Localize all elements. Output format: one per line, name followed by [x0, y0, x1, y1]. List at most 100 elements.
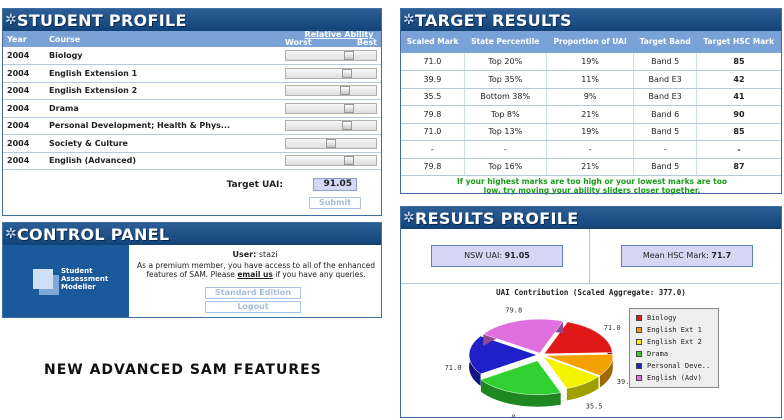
- results-cell: Band 6: [633, 105, 697, 124]
- results-column-header: State Percentile: [464, 31, 547, 53]
- pie-data-label: 39.9: [617, 378, 634, 386]
- target-uai-row: Target UAI: 91.05: [3, 177, 381, 193]
- submit-button[interactable]: Submit: [309, 197, 361, 209]
- legend-swatch: [636, 351, 642, 357]
- course-name: Biology: [45, 47, 281, 65]
- results-cell: Top 16%: [464, 158, 547, 176]
- pie-slice: [542, 356, 600, 389]
- results-cell: Band E3: [633, 88, 697, 106]
- slider-thumb[interactable]: [342, 121, 352, 131]
- nsw-uai-label: NSW UAI:: [464, 251, 503, 260]
- ability-slider[interactable]: [285, 102, 377, 114]
- ability-cell: [281, 64, 381, 83]
- standard-edition-button[interactable]: Standard Edition: [205, 287, 301, 299]
- logo-squares-icon: [33, 269, 53, 289]
- results-cell: Bottom 38%: [464, 88, 547, 106]
- results-row: 71.0 Top 13% 19% Band 5 85: [401, 123, 781, 141]
- ability-slider[interactable]: [285, 137, 377, 149]
- slider-thumb[interactable]: [340, 86, 350, 96]
- target-uai-label: Target UAI:: [226, 180, 283, 190]
- logout-button[interactable]: Logout: [205, 301, 301, 313]
- results-cell: Top 8%: [464, 105, 547, 124]
- ability-slider[interactable]: [285, 50, 377, 61]
- pie-slice: [468, 335, 538, 375]
- results-row: 79.8 Top 16% 21% Band 5 87: [401, 158, 781, 176]
- legend-swatch: [636, 315, 642, 321]
- pie-data-label: 79.8: [505, 306, 522, 314]
- legend-label: Biology: [647, 314, 677, 322]
- worst-label: Worst: [285, 38, 312, 47]
- results-profile-panel: ✲ RESULTS PROFILE NSW UAI: 91.05 Mean HSC…: [400, 206, 782, 418]
- user-name: stazi: [258, 250, 278, 259]
- gear-icon: ✲: [5, 226, 18, 242]
- legend-item: Drama: [636, 348, 718, 360]
- student-profile-table: Year Course Relative Ability Worst Best 2…: [3, 31, 381, 170]
- course-row: 2004 English (Advanced): [3, 152, 381, 170]
- course-name: Society & Culture: [45, 134, 281, 153]
- ability-slider[interactable]: [285, 85, 377, 97]
- results-cell: 85: [696, 53, 781, 71]
- premium-message: As a premium member, you have access to …: [133, 261, 379, 279]
- pie-slice: [480, 360, 562, 395]
- ability-slider[interactable]: [285, 155, 377, 167]
- target-results-table: Scaled Mark State Percentile Proportion of…: [401, 31, 781, 176]
- course-name: English Extension 1: [45, 64, 281, 83]
- course-row: 2004 Biology: [3, 47, 381, 65]
- results-cell: 21%: [546, 158, 635, 176]
- results-cell: Band E3: [633, 70, 697, 89]
- course-year: 2004: [3, 117, 45, 135]
- student-profile-header: ✲ STUDENT PROFILE: [3, 9, 381, 31]
- slider-thumb[interactable]: [326, 138, 336, 148]
- legend-swatch: [636, 327, 642, 333]
- course-year: 2004: [3, 152, 45, 170]
- course-name: English Extension 2: [45, 82, 281, 100]
- target-results-panel: ✲ TARGET RESULTS Scaled Mark State Percent…: [400, 8, 782, 195]
- nsw-uai-value: 91.05: [504, 251, 530, 260]
- course-year: 2004: [3, 64, 45, 83]
- chart-title: UAI Contribution (Scaled Aggregate: 377.…: [496, 288, 686, 297]
- target-uai-field[interactable]: 91.05: [313, 178, 357, 191]
- legend-item: English (Adv): [636, 372, 718, 384]
- results-cell: -: [546, 140, 635, 159]
- slider-thumb[interactable]: [344, 51, 354, 60]
- ability-slider[interactable]: [285, 67, 377, 79]
- course-year: 2004: [3, 47, 45, 65]
- results-row: 79.8 Top 8% 21% Band 6 90: [401, 105, 781, 124]
- course-header: Course: [45, 31, 281, 47]
- legend-label: English Ext 2: [647, 338, 702, 346]
- course-name: Personal Development; Health & Phys...: [45, 117, 281, 135]
- results-cell: 85: [696, 123, 781, 141]
- results-cell: 42: [696, 70, 781, 89]
- results-cell: 9%: [546, 88, 635, 106]
- course-row: 2004 English Extension 2: [3, 82, 381, 100]
- results-column-header: Target Band: [633, 31, 697, 53]
- slider-thumb[interactable]: [342, 68, 352, 78]
- results-cell: Band 5: [633, 53, 697, 71]
- results-column-header: Target HSC Mark: [696, 31, 781, 53]
- pie-slice-side: [566, 376, 599, 401]
- control-panel-header: ✲ CONTROL PANEL: [3, 223, 381, 245]
- legend-label: English (Adv): [647, 374, 702, 382]
- results-cell: -: [464, 140, 547, 159]
- results-cell: Band 5: [633, 158, 697, 176]
- target-results-header: ✲ TARGET RESULTS: [401, 9, 781, 31]
- ability-slider[interactable]: [285, 120, 377, 132]
- legend-label: English Ext 1: [647, 326, 702, 334]
- gear-icon: ✲: [403, 12, 416, 28]
- slider-thumb[interactable]: [344, 103, 354, 113]
- legend-item: English Ext 1: [636, 324, 718, 336]
- pie-data-label: 35.5: [586, 402, 603, 410]
- panel-title: STUDENT PROFILE: [17, 10, 187, 30]
- best-label: Best: [356, 38, 377, 47]
- slider-thumb[interactable]: [344, 156, 354, 166]
- results-cell: 79.8: [401, 105, 465, 124]
- uai-pie-chart: 71.0 39.9 35.5 .0 71.0 79.8: [445, 306, 634, 417]
- ability-header: Relative Ability Worst Best: [281, 31, 381, 47]
- email-us-link[interactable]: email us: [237, 270, 273, 279]
- course-year: 2004: [3, 82, 45, 100]
- ability-cell: [281, 47, 381, 65]
- gear-icon: ✲: [403, 210, 416, 226]
- ability-cell: [281, 99, 381, 118]
- legend-label: Drama: [647, 350, 669, 358]
- course-row: 2004 Personal Development; Health & Phys…: [3, 117, 381, 135]
